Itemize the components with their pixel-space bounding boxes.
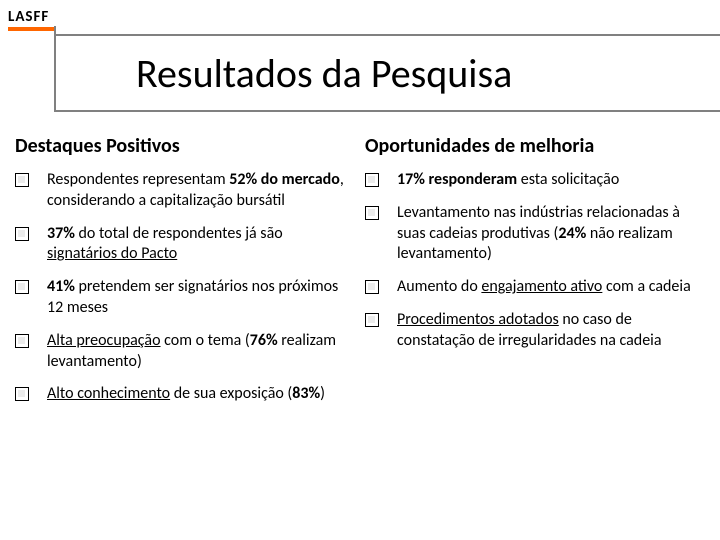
right-heading: Oportunidades de melhoria (365, 134, 705, 158)
list-item-text: 37% do total de respondentes já são sign… (47, 224, 355, 266)
list-item-text: Procedimentos adotados no caso de consta… (397, 310, 705, 352)
checkbox-icon (365, 280, 379, 294)
right-list: 17% responderam esta solicitação Levantam… (365, 170, 705, 352)
page-title: Resultados da Pesquisa (136, 49, 512, 98)
list-item: Procedimentos adotados no caso de consta… (365, 310, 705, 352)
checkbox-icon (15, 280, 29, 294)
checkbox-icon (15, 227, 29, 241)
list-item-text: Alto conhecimento de sua exposição (83%) (47, 384, 325, 405)
right-column: Oportunidades de melhoria 17% respondera… (365, 134, 705, 417)
list-item: Aumento do engajamento ativo com a cadei… (365, 277, 705, 298)
left-column: Destaques Positivos Respondentes represe… (15, 134, 355, 417)
checkbox-icon (365, 173, 379, 187)
title-frame: Resultados da Pesquisa (54, 34, 720, 112)
logo: LASFF (8, 8, 54, 31)
title-frame-notch (54, 26, 56, 34)
logo-underline (8, 27, 54, 31)
checkbox-icon (365, 206, 379, 220)
list-item: Levantamento nas indústrias relacionadas… (365, 203, 705, 265)
list-item-text: 17% responderam esta solicitação (397, 170, 619, 191)
list-item-text: Alta preocupação com o tema (76% realiza… (47, 331, 355, 373)
checkbox-icon (15, 387, 29, 401)
list-item: Alto conhecimento de sua exposição (83%) (15, 384, 355, 405)
list-item: Alta preocupação com o tema (76% realiza… (15, 331, 355, 373)
list-item: 41% pretendem ser signatários nos próxim… (15, 277, 355, 319)
content-area: Destaques Positivos Respondentes represe… (15, 134, 705, 417)
checkbox-icon (15, 334, 29, 348)
list-item-text: Respondentes representam 52% do mercado,… (47, 170, 355, 212)
left-list: Respondentes representam 52% do mercado,… (15, 170, 355, 405)
logo-text: LASFF (8, 8, 54, 26)
list-item: 37% do total de respondentes já são sign… (15, 224, 355, 266)
list-item-text: Aumento do engajamento ativo com a cadei… (397, 277, 691, 298)
list-item-text: Levantamento nas indústrias relacionadas… (397, 203, 705, 265)
left-heading: Destaques Positivos (15, 134, 355, 158)
list-item: 17% responderam esta solicitação (365, 170, 705, 191)
list-item-text: 41% pretendem ser signatários nos próxim… (47, 277, 355, 319)
checkbox-icon (365, 313, 379, 327)
checkbox-icon (15, 173, 29, 187)
list-item: Respondentes representam 52% do mercado,… (15, 170, 355, 212)
